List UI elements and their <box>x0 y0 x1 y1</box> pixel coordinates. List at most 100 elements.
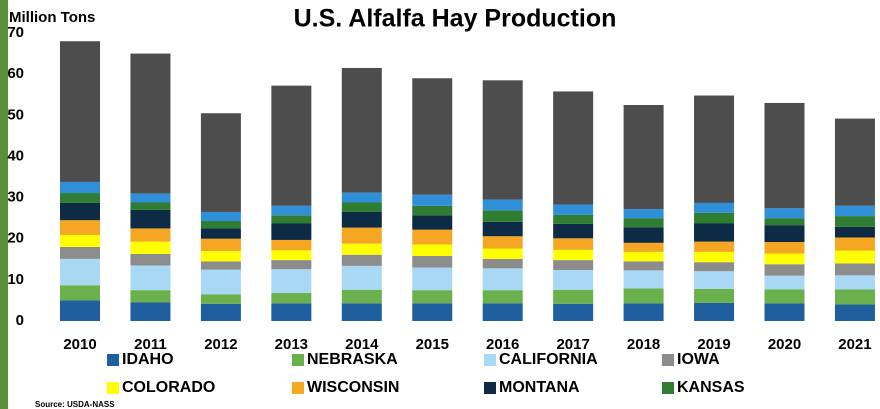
bar-segment <box>694 262 734 271</box>
y-tick-label: 40 <box>7 147 24 164</box>
bar-segment <box>553 215 593 224</box>
bar-segment <box>130 290 170 302</box>
bar-segment <box>835 237 875 250</box>
bar-segment <box>60 235 100 247</box>
bar-segment <box>765 303 805 321</box>
bar-segment <box>60 300 100 321</box>
bar-segment <box>130 228 170 241</box>
y-tick-label: 50 <box>7 106 24 123</box>
legend-label: IOWA <box>677 351 720 368</box>
bar-segment <box>765 225 805 242</box>
bar-segment <box>130 54 170 194</box>
bar-segment <box>412 256 452 268</box>
bar-segment <box>201 239 241 251</box>
bar-segment <box>271 260 311 269</box>
bar-segment <box>271 293 311 303</box>
bar-segment <box>624 261 664 270</box>
bar-segment <box>765 289 805 303</box>
bar-segment <box>483 80 523 199</box>
bar-segment <box>835 275 875 289</box>
chart: U.S. Alfalfa Hay Production Million Tons… <box>0 0 880 409</box>
legend-swatch <box>107 354 119 366</box>
bar-segment <box>624 288 664 303</box>
bar-segment <box>553 238 593 250</box>
source: Source: USDA-NASS <box>35 400 115 409</box>
bar-segment <box>765 103 805 208</box>
bar-segment <box>130 254 170 266</box>
legend-label: COLORADO <box>122 379 215 396</box>
bar-segment <box>553 260 593 270</box>
bar-segment <box>694 252 734 262</box>
legend-swatch <box>662 354 674 366</box>
bar-segment <box>694 223 734 241</box>
legend-label: CALIFORNIA <box>499 351 598 368</box>
bar-segment <box>412 215 452 229</box>
bar-segment <box>624 227 664 243</box>
bar-segment <box>483 259 523 268</box>
bar-segment <box>60 247 100 259</box>
chart-title: U.S. Alfalfa Hay Production <box>294 5 617 33</box>
bar-segment <box>201 228 241 238</box>
bar-segment <box>130 302 170 321</box>
bar-segment <box>553 270 593 290</box>
bar-segment <box>694 303 734 321</box>
bar-segment <box>483 222 523 236</box>
bar-segment <box>342 193 382 203</box>
bar-segment <box>342 244 382 255</box>
y-tick-label: 0 <box>16 312 24 329</box>
x-tick-label: 2012 <box>204 336 237 353</box>
bar-segment <box>201 212 241 221</box>
legend-label: KANSAS <box>677 379 745 396</box>
bar-segment <box>60 182 100 193</box>
bar-segment <box>694 96 734 203</box>
bar-segment <box>342 228 382 244</box>
bar-segment <box>835 263 875 275</box>
bar-segment <box>201 294 241 303</box>
bar-segment <box>412 206 452 215</box>
bar-segment <box>130 193 170 202</box>
bar-segment <box>553 304 593 321</box>
x-tick-label: 2015 <box>416 336 449 353</box>
bar-segment <box>271 223 311 239</box>
bar-segment <box>624 303 664 321</box>
bar-segment <box>271 240 311 250</box>
bar-segment <box>835 206 875 216</box>
bar-segment <box>201 251 241 261</box>
legend-swatch <box>107 382 119 394</box>
legend-label: WISCONSIN <box>307 379 399 396</box>
bar-segment <box>765 208 805 218</box>
bar-segment <box>694 289 734 303</box>
legend-swatch <box>292 354 304 366</box>
bar-segment <box>342 212 382 228</box>
bar-segment <box>765 242 805 254</box>
bar-segment <box>553 250 593 260</box>
bar-segment <box>342 68 382 193</box>
bar-segment <box>412 195 452 206</box>
bar-segment <box>765 264 805 276</box>
bar-segment <box>624 252 664 261</box>
bar-segment <box>130 203 170 210</box>
bar-segment <box>60 285 100 300</box>
bar-segment <box>342 266 382 290</box>
legend-label: NEBRASKA <box>307 351 398 368</box>
bar-segment <box>624 243 664 252</box>
bar-segment <box>130 242 170 254</box>
bar-segment <box>342 203 382 212</box>
bar-segment <box>60 193 100 203</box>
x-tick-label: 2010 <box>63 336 96 353</box>
bar-segment <box>835 289 875 304</box>
bar-segment <box>624 105 664 209</box>
bar-segment <box>765 218 805 225</box>
bar-segment <box>201 113 241 212</box>
bar-segment <box>765 254 805 265</box>
bar-segment <box>553 91 593 204</box>
y-tick-label: 10 <box>7 271 24 288</box>
bar-segment <box>201 304 241 321</box>
bar-segment <box>553 224 593 238</box>
y-tick-label: 20 <box>7 230 24 247</box>
bar-segment <box>60 203 100 220</box>
bar-segment <box>483 290 523 303</box>
bar-segment <box>835 251 875 264</box>
bar-segment <box>835 119 875 206</box>
bar-segment <box>342 290 382 304</box>
